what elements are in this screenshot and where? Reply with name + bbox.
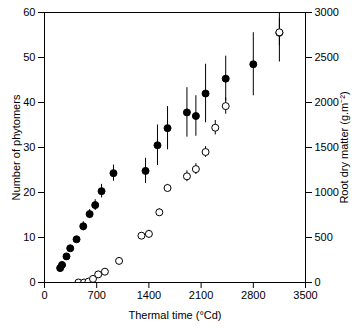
svg-text:3500: 3500 [293, 289, 317, 301]
svg-text:2000: 2000 [315, 96, 339, 108]
svg-text:60: 60 [23, 6, 35, 18]
svg-text:0: 0 [41, 289, 47, 301]
svg-text:700: 700 [88, 289, 106, 301]
svg-text:50: 50 [23, 51, 35, 63]
svg-text:2500: 2500 [315, 51, 339, 63]
svg-text:2800: 2800 [241, 289, 265, 301]
svg-text:40: 40 [23, 96, 35, 108]
svg-text:500: 500 [315, 231, 333, 243]
svg-text:Root dry matter (g.m⁻²): Root dry matter (g.m⁻²) [338, 91, 350, 203]
svg-text:2100: 2100 [189, 289, 213, 301]
svg-text:20: 20 [23, 186, 35, 198]
svg-text:10: 10 [23, 231, 35, 243]
svg-text:0: 0 [315, 276, 321, 288]
svg-text:1400: 1400 [137, 289, 161, 301]
svg-text:3000: 3000 [315, 6, 339, 18]
svg-text:Number of phytomers: Number of phytomers [10, 94, 22, 200]
svg-text:Thermal time (°Cd): Thermal time (°Cd) [128, 309, 221, 321]
svg-text:1000: 1000 [315, 186, 339, 198]
svg-text:1500: 1500 [315, 141, 339, 153]
svg-text:0: 0 [29, 276, 35, 288]
svg-text:30: 30 [23, 141, 35, 153]
